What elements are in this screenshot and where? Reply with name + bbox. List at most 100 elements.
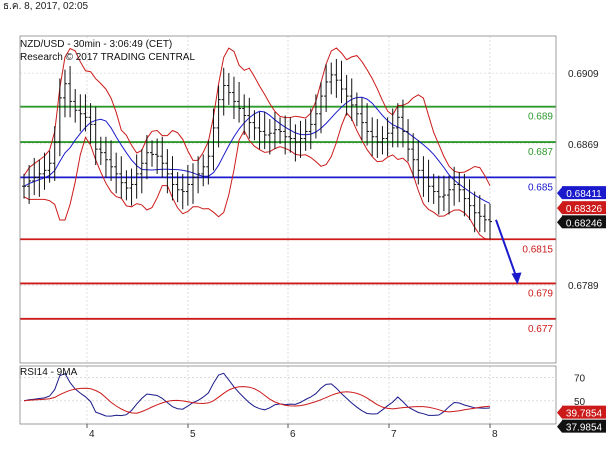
price-bar <box>344 74 349 116</box>
price-tag: 0.68411 <box>557 186 606 200</box>
price-bar <box>180 173 185 210</box>
price-bar <box>436 175 441 215</box>
price-bar <box>349 78 354 121</box>
price-bar <box>406 119 411 162</box>
rsi-title: RSI14 - 9MA <box>20 367 78 378</box>
price-tag-label: 0.68411 <box>566 189 602 200</box>
rsi-y-tick-label: 70 <box>574 374 586 385</box>
rsi-tag: 39.7854 <box>557 405 606 420</box>
price-bar <box>283 115 288 155</box>
price-bar <box>329 62 334 95</box>
rsi-tag-pointer <box>557 420 562 433</box>
rsi-panel <box>23 372 491 417</box>
y-tick-label: 0.6789 <box>568 281 599 292</box>
forecast-arrow <box>495 219 522 285</box>
price-bar <box>426 159 431 203</box>
price-bar <box>441 175 446 211</box>
price-bar <box>139 149 144 194</box>
price-bar <box>319 81 324 134</box>
level-label: 0.6815 <box>522 244 553 255</box>
level-label: 0.679 <box>528 288 553 299</box>
price-tag-pointer <box>557 187 562 200</box>
price-bar <box>237 81 242 123</box>
y-tick-label: 0.6909 <box>568 69 599 80</box>
bollinger-bands <box>23 47 491 240</box>
rsi-tag-bg <box>562 405 606 419</box>
price-bar <box>37 159 42 197</box>
price-bar <box>385 117 390 157</box>
price-bar <box>482 203 487 233</box>
price-bar <box>124 170 129 201</box>
price-bar <box>431 173 436 204</box>
chart-title: NZD/USD - 30min - 3:06:49 (CET) <box>20 39 172 50</box>
rsi-ma-line <box>23 386 491 414</box>
price-bar <box>452 166 457 206</box>
price-bar <box>370 117 375 157</box>
level-label: 0.677 <box>528 324 553 335</box>
price-bars <box>22 58 492 240</box>
price-bar <box>472 191 477 233</box>
level-label: 0.685 <box>528 182 553 193</box>
price-bar <box>185 165 190 206</box>
rsi-tag-label: 37.9854 <box>566 423 603 434</box>
price-bar <box>365 103 370 146</box>
price-tag: 0.68326 <box>557 201 606 215</box>
price-bar <box>288 117 293 153</box>
price-bar <box>334 58 339 98</box>
price-bar <box>175 172 180 203</box>
price-bar <box>165 149 170 194</box>
price-bar <box>109 140 114 181</box>
price-bar <box>272 112 277 150</box>
price-bar <box>144 134 149 180</box>
x-tick-label: 6 <box>290 429 296 440</box>
price-bar <box>57 78 62 157</box>
price-bar <box>103 136 108 178</box>
rsi-line <box>23 372 491 417</box>
level-label: 0.687 <box>528 147 553 158</box>
price-bar <box>93 106 98 166</box>
x-tick-label: 7 <box>391 429 397 440</box>
price-tag-bg <box>562 186 606 200</box>
price-bar <box>411 133 416 178</box>
forecast-arrow-head <box>511 272 522 285</box>
chart-subtitle: Research © 2017 TRADING CENTRAL <box>20 52 195 63</box>
price-bar <box>467 179 472 220</box>
price-bar <box>160 136 165 178</box>
price-panel-frame <box>19 35 557 364</box>
price-tag-pointer <box>557 216 562 229</box>
price-bar <box>375 119 380 158</box>
price-bar <box>447 175 452 215</box>
price-bar <box>73 89 78 123</box>
price-bar <box>257 112 262 150</box>
price-bar <box>155 138 160 174</box>
moving-average <box>23 96 491 204</box>
price-bar <box>150 140 155 167</box>
price-bar <box>52 126 57 181</box>
price-bar <box>390 108 395 148</box>
price-bar <box>298 120 303 158</box>
price-bar <box>457 172 462 203</box>
price-bar <box>42 152 47 190</box>
price-bar <box>231 76 236 120</box>
price-bar <box>196 156 201 194</box>
price-bar <box>247 97 252 139</box>
price-bar <box>313 94 318 139</box>
price-bar <box>308 108 313 150</box>
price-bar <box>395 103 400 148</box>
price-bar <box>477 195 482 233</box>
price-bar <box>119 156 124 199</box>
price-bar <box>293 124 298 162</box>
price-bar <box>303 119 308 151</box>
price-bar <box>22 173 26 199</box>
price-bar <box>78 94 83 132</box>
price-tag-label: 0.68246 <box>566 218 603 229</box>
price-bar <box>267 119 272 155</box>
price-bar <box>354 92 359 127</box>
rsi-tag: 37.9854 <box>557 419 606 434</box>
price-bar <box>129 168 134 206</box>
price-bar <box>242 94 247 135</box>
support-resistance-levels: 0.689 0.687 0.685 0.6815 0.679 0.677 <box>20 105 556 335</box>
price-tag-label: 0.68326 <box>566 204 603 215</box>
price-bar <box>462 173 467 217</box>
